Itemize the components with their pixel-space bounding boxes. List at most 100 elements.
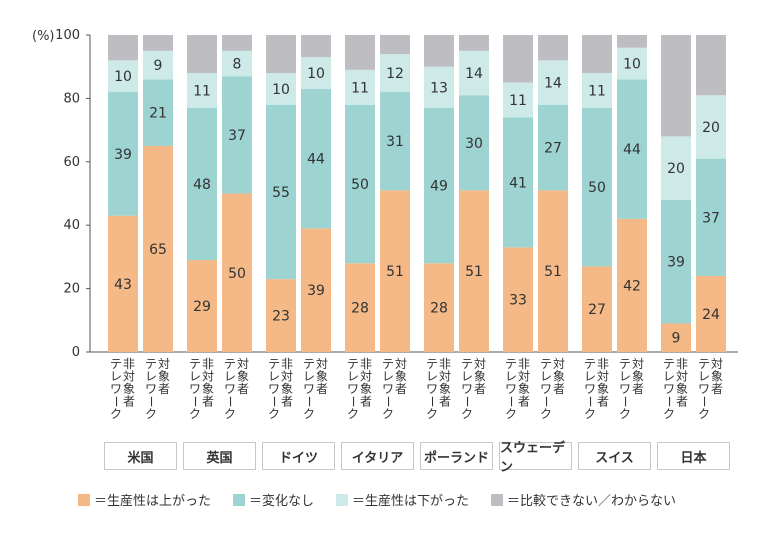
bar-segment (582, 266, 612, 352)
y-tick-label: 20 (63, 282, 80, 297)
legend-item: ＝生産性は下がった (336, 490, 469, 509)
bar-category-label-char: ク (426, 407, 438, 421)
y-tick-label: 40 (63, 218, 80, 233)
bar-category-label-char: 非 (676, 357, 688, 371)
data-label: 28 (351, 301, 369, 317)
data-label: 51 (465, 264, 483, 280)
bar-category-label-char: ー (697, 395, 711, 407)
bar-segment (617, 35, 647, 48)
bar-category-label-char: ー (188, 395, 202, 407)
bar-category-label-char: テ (145, 357, 157, 371)
bar-category-label-char: ク (189, 407, 201, 421)
bar-category-label-char: ワ (303, 382, 315, 396)
bar-category-label-char: ワ (461, 382, 473, 396)
bar-category-label-char: 者 (237, 382, 249, 396)
bar-category-label-char: ワ (584, 382, 596, 396)
bar-category-label-char: ー (144, 395, 158, 407)
bar-segment (222, 193, 252, 352)
bar-category-label-char: 対 (237, 357, 249, 371)
legend-swatch (233, 493, 246, 506)
bar-category-label-char: ク (698, 407, 710, 421)
data-label: 39 (667, 255, 685, 271)
bar-category-label-char: レ (426, 370, 438, 384)
bar-segment (538, 190, 568, 352)
bar-segment (345, 35, 375, 70)
bar-segment (459, 190, 489, 352)
legend-label: ＝生産性は下がった (352, 494, 470, 509)
legend-item: ＝変化なし (233, 490, 314, 509)
bar-category-label-char: 者 (518, 395, 530, 409)
legend-label: ＝比較できない／わからない (507, 494, 677, 509)
bar-category-label-char: 象 (632, 370, 644, 384)
bar-segment (380, 54, 410, 93)
data-label: 11 (509, 93, 527, 109)
bar-category-label-char: 非 (597, 357, 609, 371)
data-label: 65 (149, 242, 167, 258)
bar-segment (108, 35, 138, 61)
bar-category-label-char: 対 (123, 370, 135, 384)
bar-segment (661, 35, 691, 137)
bar-segment (222, 35, 252, 51)
bar-category-label-char: 象 (711, 370, 723, 384)
bar-category-label-char: ワ (663, 382, 675, 396)
bar-segment (424, 66, 454, 108)
bar-category-label-char: ク (619, 407, 631, 421)
bar-segment (503, 82, 533, 118)
legend-item: ＝生産性は上がった (78, 490, 211, 509)
bar-category-label-char: ワ (382, 382, 394, 396)
bar-category-label-char: テ (619, 357, 631, 371)
bar-segment (301, 35, 331, 58)
bar-category-label-char: 非 (281, 357, 293, 371)
bar-category-label-char: 者 (711, 382, 723, 396)
bar-category-label-char: 者 (202, 395, 214, 409)
data-label: 41 (509, 175, 527, 191)
bar-category-label-char: テ (663, 357, 675, 371)
bar-category-label-char: ク (663, 407, 675, 421)
country-label: スウェーデン (499, 441, 572, 475)
data-label: 21 (149, 106, 167, 122)
bar-segment (459, 50, 489, 96)
bar-category-label-char: ー (109, 395, 123, 407)
legend-label: ＝生産性は上がった (94, 494, 212, 509)
data-label: 20 (702, 120, 720, 136)
bar-segment (380, 92, 410, 191)
bar-segment (538, 104, 568, 191)
bar-category-label-char: 者 (316, 382, 328, 396)
bar-category-label-char: テ (426, 357, 438, 371)
bar-category-label-char: 対 (518, 370, 530, 384)
country-label: 英国 (183, 442, 256, 470)
country-label: ポーランド (420, 442, 493, 470)
bar-category-label-char: テ (189, 357, 201, 371)
bar-category-label-char: レ (224, 370, 236, 384)
bar-segment (617, 79, 647, 219)
legend-swatch (78, 493, 90, 506)
bar-segment (661, 136, 691, 200)
data-label: 9 (154, 58, 163, 74)
bar-category-label-char: 者 (360, 395, 372, 409)
bar-category-label-char: テ (698, 357, 710, 371)
data-label: 28 (430, 301, 448, 317)
data-label: 10 (114, 69, 132, 85)
bar-category-label-char: テ (584, 357, 596, 371)
bar-category-label-char: 対 (676, 370, 688, 384)
stacked-bar-chart: 020406080100(%)433910非対象者テレワーク65219対象者テレ… (32, 28, 738, 421)
legend-label: ＝変化なし (249, 494, 315, 509)
bar-category-label-char: 対 (597, 370, 609, 384)
data-label: 43 (114, 277, 132, 293)
bar-category-label-char: ー (302, 395, 316, 407)
bar-segment (266, 73, 296, 105)
data-label: 48 (193, 177, 211, 193)
bar-category-label-char: レ (584, 370, 596, 384)
bar-segment (345, 104, 375, 264)
data-label: 9 (672, 331, 681, 347)
bar-category-label-char: ー (539, 395, 553, 407)
bar-category-label-char: テ (382, 357, 394, 371)
data-label: 51 (544, 264, 562, 280)
bar-category-label-char: ー (267, 395, 281, 407)
bar-category-label-char: ワ (698, 382, 710, 396)
bar-category-label-char: 象 (597, 382, 609, 396)
bar-category-label-char: ワ (110, 382, 122, 396)
bar-segment (380, 35, 410, 55)
bar-segment (661, 323, 691, 352)
data-label: 27 (588, 302, 606, 318)
